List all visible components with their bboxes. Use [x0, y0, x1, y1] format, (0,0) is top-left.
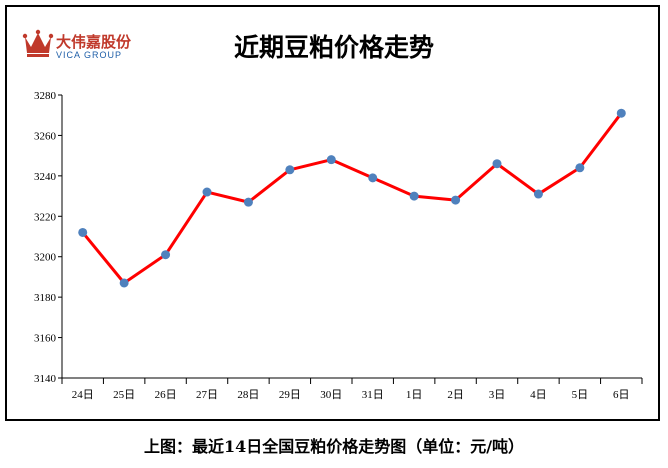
- data-point: [575, 163, 585, 173]
- x-tick-label: 28日: [237, 389, 259, 401]
- y-tick-label: 3280: [34, 90, 57, 102]
- x-tick-label: 1日: [406, 389, 423, 401]
- logo-name-cn: 大伟嘉股份: [56, 33, 132, 51]
- data-point: [326, 155, 336, 165]
- series-line: [81, 112, 623, 285]
- company-logo: 大伟嘉股份 VICA GROUP: [22, 27, 152, 67]
- x-tick-label: 27日: [196, 389, 218, 401]
- x-tick-label: 26日: [155, 389, 177, 401]
- x-tick-label: 6日: [613, 389, 630, 401]
- y-tick-label: 3200: [34, 252, 57, 264]
- price-series: [78, 108, 626, 288]
- x-tick-label: 2日: [447, 389, 464, 401]
- data-point: [492, 159, 502, 169]
- x-tick-label: 25日: [113, 389, 135, 401]
- crown-icon: [22, 29, 54, 57]
- x-tick-label: 31日: [362, 389, 384, 401]
- x-tick-label: 3日: [489, 389, 506, 401]
- chart-frame: [5, 5, 660, 421]
- x-tick-label: 5日: [572, 389, 589, 401]
- data-point: [119, 278, 129, 288]
- x-tick-label: 4日: [530, 389, 547, 401]
- data-point: [161, 250, 171, 260]
- data-point: [616, 108, 626, 118]
- data-point: [409, 191, 419, 201]
- y-tick-label: 3260: [34, 130, 57, 142]
- x-tick-label: 30日: [320, 389, 342, 401]
- x-tick-label: 29日: [279, 389, 301, 401]
- y-tick-label: 3160: [34, 333, 57, 345]
- x-tick-label: 24日: [72, 389, 94, 401]
- y-tick-label: 3140: [34, 373, 57, 385]
- y-tick-label: 3220: [34, 211, 57, 223]
- data-point: [533, 189, 543, 199]
- data-point: [243, 197, 253, 207]
- y-axis: 3140 3160 3180 3200 3220 3240 3260 3280: [34, 90, 63, 385]
- chart-title: 近期豆粕价格走势: [233, 33, 434, 62]
- data-point: [202, 187, 212, 197]
- data-point: [368, 173, 378, 183]
- chart-caption: 上图：最近14日全国豆粕价格走势图（单位：元/吨）: [143, 437, 525, 456]
- y-tick-label: 3180: [34, 292, 57, 304]
- x-axis: 24日 25日 26日 27日 28日 29日 30日 31日 1日 2日 3日 4日 5日 6日: [61, 377, 643, 401]
- data-point: [285, 165, 295, 175]
- y-tick-label: 3240: [34, 171, 57, 183]
- data-point: [451, 195, 461, 205]
- logo-name-en: VICA GROUP: [56, 50, 123, 60]
- data-point: [78, 227, 88, 237]
